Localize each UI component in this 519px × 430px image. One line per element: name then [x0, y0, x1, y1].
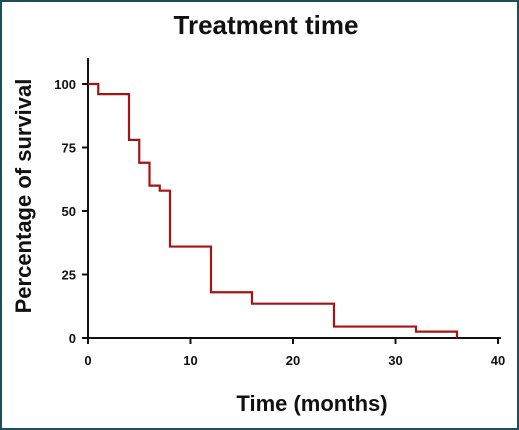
y-tick-label: 75: [62, 141, 76, 156]
y-tick-label: 50: [62, 204, 76, 219]
chart-title: Treatment time: [174, 10, 359, 40]
y-axis-label: Percentage of survival: [11, 79, 36, 314]
plot-area: [88, 82, 459, 338]
survival-curve: [88, 82, 459, 338]
x-tick-label: 40: [491, 353, 505, 368]
axes: 0 10 20 30 40 0 25 50 75 100: [54, 58, 505, 368]
x-tick-label: 10: [183, 353, 197, 368]
x-tick-label: 20: [286, 353, 300, 368]
y-tick-label: 25: [62, 268, 76, 283]
x-tick-label: 0: [84, 353, 91, 368]
y-tick-label: 100: [54, 77, 76, 92]
y-tick-label: 0: [69, 331, 76, 346]
x-tick-label: 30: [388, 353, 402, 368]
x-axis-label: Time (months): [236, 391, 387, 416]
